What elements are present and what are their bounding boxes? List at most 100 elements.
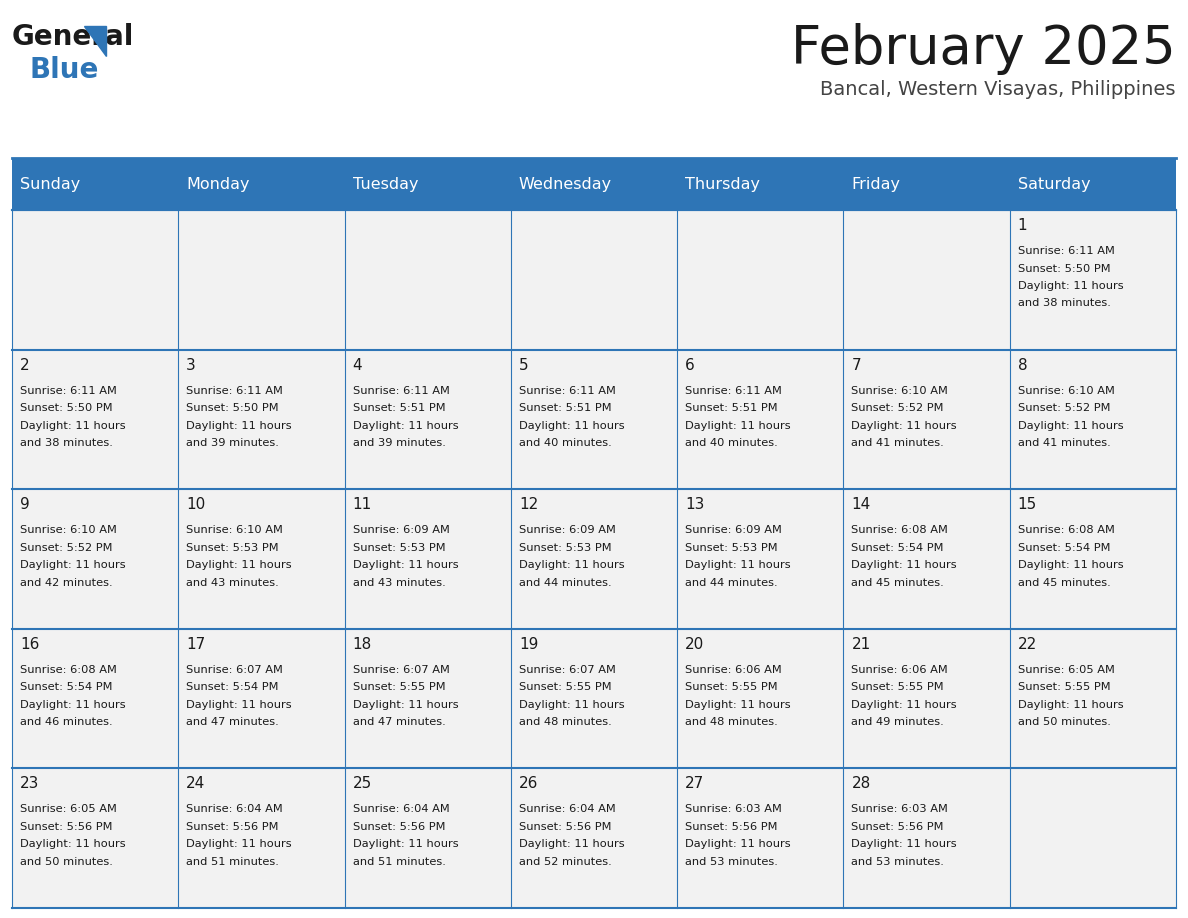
Text: Sunset: 5:56 PM: Sunset: 5:56 PM: [353, 822, 446, 832]
Text: Sunrise: 6:06 AM: Sunrise: 6:06 AM: [685, 665, 782, 675]
Text: Sunset: 5:55 PM: Sunset: 5:55 PM: [1018, 682, 1111, 692]
Text: Daylight: 11 hours: Daylight: 11 hours: [1018, 700, 1124, 710]
Bar: [12, 629, 178, 768]
Text: Sunset: 5:55 PM: Sunset: 5:55 PM: [353, 682, 446, 692]
Text: Sunrise: 6:09 AM: Sunrise: 6:09 AM: [353, 525, 449, 535]
Text: Daylight: 11 hours: Daylight: 11 hours: [852, 420, 958, 431]
Text: Sunset: 5:53 PM: Sunset: 5:53 PM: [519, 543, 612, 553]
Text: Sunrise: 6:11 AM: Sunrise: 6:11 AM: [187, 386, 283, 396]
Text: 17: 17: [187, 637, 206, 652]
Text: Sunset: 5:50 PM: Sunset: 5:50 PM: [187, 403, 279, 413]
Text: Daylight: 11 hours: Daylight: 11 hours: [353, 420, 459, 431]
Text: Sunset: 5:52 PM: Sunset: 5:52 PM: [20, 543, 113, 553]
Text: Sunrise: 6:11 AM: Sunrise: 6:11 AM: [20, 386, 116, 396]
Text: and 43 minutes.: and 43 minutes.: [353, 577, 446, 588]
Text: Daylight: 11 hours: Daylight: 11 hours: [187, 560, 292, 570]
Text: and 46 minutes.: and 46 minutes.: [20, 717, 113, 727]
Bar: [345, 489, 511, 629]
Text: Sunrise: 6:03 AM: Sunrise: 6:03 AM: [685, 804, 782, 814]
Text: 23: 23: [20, 777, 39, 791]
Text: and 40 minutes.: and 40 minutes.: [519, 438, 612, 448]
Text: 18: 18: [353, 637, 372, 652]
Text: Sunset: 5:52 PM: Sunset: 5:52 PM: [1018, 403, 1111, 413]
Text: Sunrise: 6:11 AM: Sunrise: 6:11 AM: [519, 386, 615, 396]
Bar: [511, 768, 677, 908]
Text: Daylight: 11 hours: Daylight: 11 hours: [1018, 420, 1124, 431]
Text: and 45 minutes.: and 45 minutes.: [1018, 577, 1111, 588]
Text: Daylight: 11 hours: Daylight: 11 hours: [187, 839, 292, 849]
Text: Daylight: 11 hours: Daylight: 11 hours: [20, 420, 126, 431]
Text: Sunset: 5:50 PM: Sunset: 5:50 PM: [20, 403, 113, 413]
Text: and 51 minutes.: and 51 minutes.: [353, 856, 446, 867]
Text: and 49 minutes.: and 49 minutes.: [852, 717, 944, 727]
Text: Daylight: 11 hours: Daylight: 11 hours: [1018, 560, 1124, 570]
Bar: [1010, 350, 1176, 489]
Text: and 41 minutes.: and 41 minutes.: [852, 438, 944, 448]
Text: and 52 minutes.: and 52 minutes.: [519, 856, 612, 867]
Bar: [12, 210, 178, 350]
Text: and 48 minutes.: and 48 minutes.: [519, 717, 612, 727]
Text: Daylight: 11 hours: Daylight: 11 hours: [20, 839, 126, 849]
Text: Monday: Monday: [187, 176, 249, 192]
Text: and 42 minutes.: and 42 minutes.: [20, 577, 113, 588]
Text: Sunrise: 6:04 AM: Sunrise: 6:04 AM: [519, 804, 615, 814]
Text: Sunrise: 6:10 AM: Sunrise: 6:10 AM: [187, 525, 283, 535]
Text: Daylight: 11 hours: Daylight: 11 hours: [519, 560, 625, 570]
Text: Sunrise: 6:09 AM: Sunrise: 6:09 AM: [519, 525, 615, 535]
Text: Daylight: 11 hours: Daylight: 11 hours: [519, 700, 625, 710]
Text: Sunset: 5:51 PM: Sunset: 5:51 PM: [685, 403, 778, 413]
Bar: [178, 489, 345, 629]
Text: Daylight: 11 hours: Daylight: 11 hours: [20, 700, 126, 710]
Text: and 45 minutes.: and 45 minutes.: [852, 577, 944, 588]
Text: and 38 minutes.: and 38 minutes.: [1018, 298, 1111, 308]
Text: and 53 minutes.: and 53 minutes.: [852, 856, 944, 867]
Text: and 38 minutes.: and 38 minutes.: [20, 438, 113, 448]
Text: 1: 1: [1018, 218, 1028, 233]
Text: Daylight: 11 hours: Daylight: 11 hours: [685, 420, 791, 431]
Bar: [345, 629, 511, 768]
Text: Sunrise: 6:04 AM: Sunrise: 6:04 AM: [187, 804, 283, 814]
Text: 25: 25: [353, 777, 372, 791]
Bar: [178, 768, 345, 908]
Text: Thursday: Thursday: [685, 176, 760, 192]
Text: Sunset: 5:56 PM: Sunset: 5:56 PM: [519, 822, 612, 832]
Text: Daylight: 11 hours: Daylight: 11 hours: [852, 839, 958, 849]
Text: 27: 27: [685, 777, 704, 791]
Text: and 44 minutes.: and 44 minutes.: [519, 577, 612, 588]
Bar: [1010, 489, 1176, 629]
Text: 3: 3: [187, 358, 196, 373]
Text: and 50 minutes.: and 50 minutes.: [1018, 717, 1111, 727]
Text: Sunset: 5:54 PM: Sunset: 5:54 PM: [20, 682, 113, 692]
Text: 4: 4: [353, 358, 362, 373]
Text: Sunrise: 6:04 AM: Sunrise: 6:04 AM: [353, 804, 449, 814]
Text: Daylight: 11 hours: Daylight: 11 hours: [20, 560, 126, 570]
Text: 13: 13: [685, 498, 704, 512]
Text: Daylight: 11 hours: Daylight: 11 hours: [685, 560, 791, 570]
Text: Sunrise: 6:06 AM: Sunrise: 6:06 AM: [852, 665, 948, 675]
Bar: [843, 489, 1010, 629]
Text: 9: 9: [20, 498, 30, 512]
Bar: [843, 768, 1010, 908]
Text: Sunrise: 6:09 AM: Sunrise: 6:09 AM: [685, 525, 782, 535]
Text: Sunrise: 6:07 AM: Sunrise: 6:07 AM: [519, 665, 615, 675]
Bar: [511, 210, 677, 350]
Text: and 41 minutes.: and 41 minutes.: [1018, 438, 1111, 448]
Text: Daylight: 11 hours: Daylight: 11 hours: [353, 560, 459, 570]
Text: Sunset: 5:55 PM: Sunset: 5:55 PM: [685, 682, 778, 692]
Text: 28: 28: [852, 777, 871, 791]
Bar: [345, 350, 511, 489]
Bar: [1010, 629, 1176, 768]
Text: Sunrise: 6:11 AM: Sunrise: 6:11 AM: [1018, 246, 1114, 256]
Text: Sunset: 5:55 PM: Sunset: 5:55 PM: [519, 682, 612, 692]
Text: Sunset: 5:56 PM: Sunset: 5:56 PM: [187, 822, 279, 832]
Text: 10: 10: [187, 498, 206, 512]
Text: Tuesday: Tuesday: [353, 176, 418, 192]
Text: Sunset: 5:54 PM: Sunset: 5:54 PM: [852, 543, 944, 553]
Text: Daylight: 11 hours: Daylight: 11 hours: [187, 420, 292, 431]
Bar: [345, 210, 511, 350]
Text: Sunrise: 6:08 AM: Sunrise: 6:08 AM: [1018, 525, 1114, 535]
Text: Sunset: 5:54 PM: Sunset: 5:54 PM: [1018, 543, 1111, 553]
Text: and 43 minutes.: and 43 minutes.: [187, 577, 279, 588]
Text: and 51 minutes.: and 51 minutes.: [187, 856, 279, 867]
Text: Daylight: 11 hours: Daylight: 11 hours: [353, 700, 459, 710]
